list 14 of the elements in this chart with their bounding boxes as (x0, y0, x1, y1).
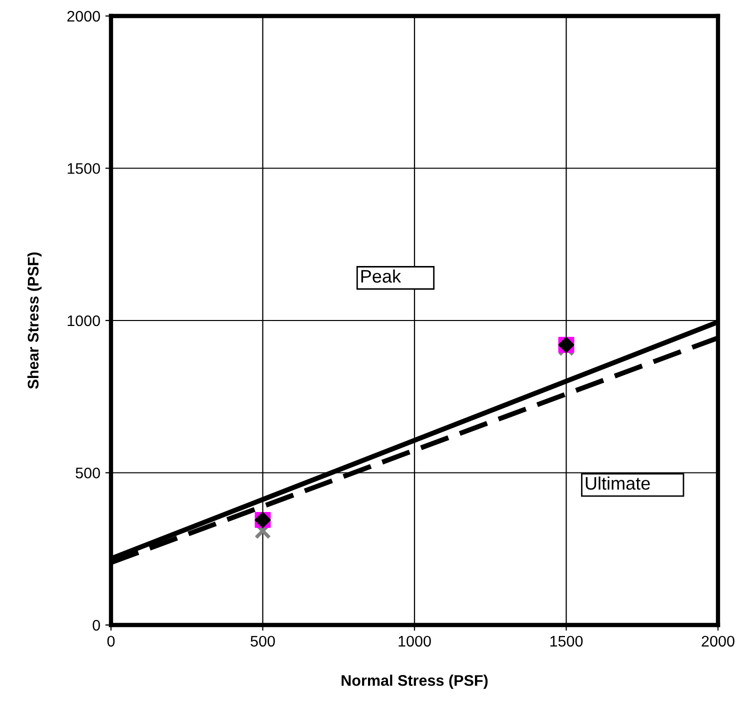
x-tick-label: 2000 (702, 636, 734, 647)
y-tick-label: 0 (92, 620, 100, 631)
y-tick-label: 1000 (68, 315, 100, 326)
y-tick-label: 2000 (67, 10, 100, 22)
x-tick-label: 0 (107, 636, 115, 647)
y-axis-title: Shear Stress (PSF) (27, 252, 42, 389)
y-tick-label: 500 (76, 468, 100, 478)
x-tick-label: 500 (250, 636, 275, 647)
y-tick-label: 1500 (68, 163, 100, 174)
annotation: Ultimate (586, 476, 650, 490)
x-tick-label: 1000 (398, 636, 431, 647)
x-tick-label: 1500 (550, 636, 583, 647)
annotation: Peak (361, 269, 402, 283)
x-axis-title: Normal Stress (PSF) (342, 674, 488, 689)
